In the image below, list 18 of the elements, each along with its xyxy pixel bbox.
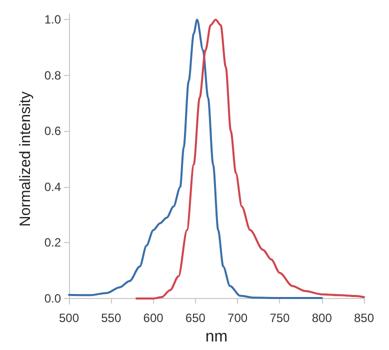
x-tick-label: 700 xyxy=(228,311,248,326)
y-tick-label: 0.6 xyxy=(44,124,62,138)
x-tick-label: 650 xyxy=(185,311,206,326)
x-tick-label: 850 xyxy=(354,311,374,326)
y-tick-label: 1.0 xyxy=(44,12,62,27)
x-tick-label: 550 xyxy=(101,311,122,326)
line-series xyxy=(68,18,323,299)
x-tick-label: 800 xyxy=(312,311,332,326)
x-tick-label: 600 xyxy=(143,311,164,326)
x-tick-label: 500 xyxy=(58,311,80,326)
x-axis-title: nm xyxy=(205,328,228,346)
y-tick-label: 0.0 xyxy=(44,292,62,306)
y-tick-label: 0.2 xyxy=(44,236,62,250)
x-tick-label: 750 xyxy=(270,311,290,326)
y-axis-title: Normalized intensity xyxy=(17,91,34,227)
y-tick-label: 0.4 xyxy=(44,180,62,194)
y-tick-label: 0.8 xyxy=(44,68,62,82)
line-series xyxy=(135,18,365,300)
